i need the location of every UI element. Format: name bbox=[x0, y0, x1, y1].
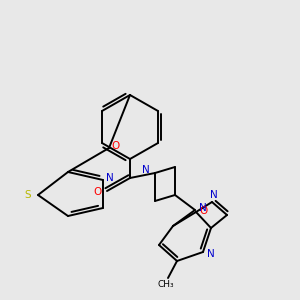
Text: N: N bbox=[142, 165, 150, 175]
Text: N: N bbox=[106, 173, 114, 183]
Text: CH₃: CH₃ bbox=[158, 280, 174, 289]
Text: O: O bbox=[94, 187, 102, 197]
Text: O: O bbox=[112, 141, 120, 151]
Text: S: S bbox=[25, 190, 31, 200]
Text: N: N bbox=[210, 190, 218, 200]
Text: O: O bbox=[200, 206, 208, 216]
Text: N: N bbox=[207, 249, 215, 259]
Text: N: N bbox=[199, 203, 207, 213]
